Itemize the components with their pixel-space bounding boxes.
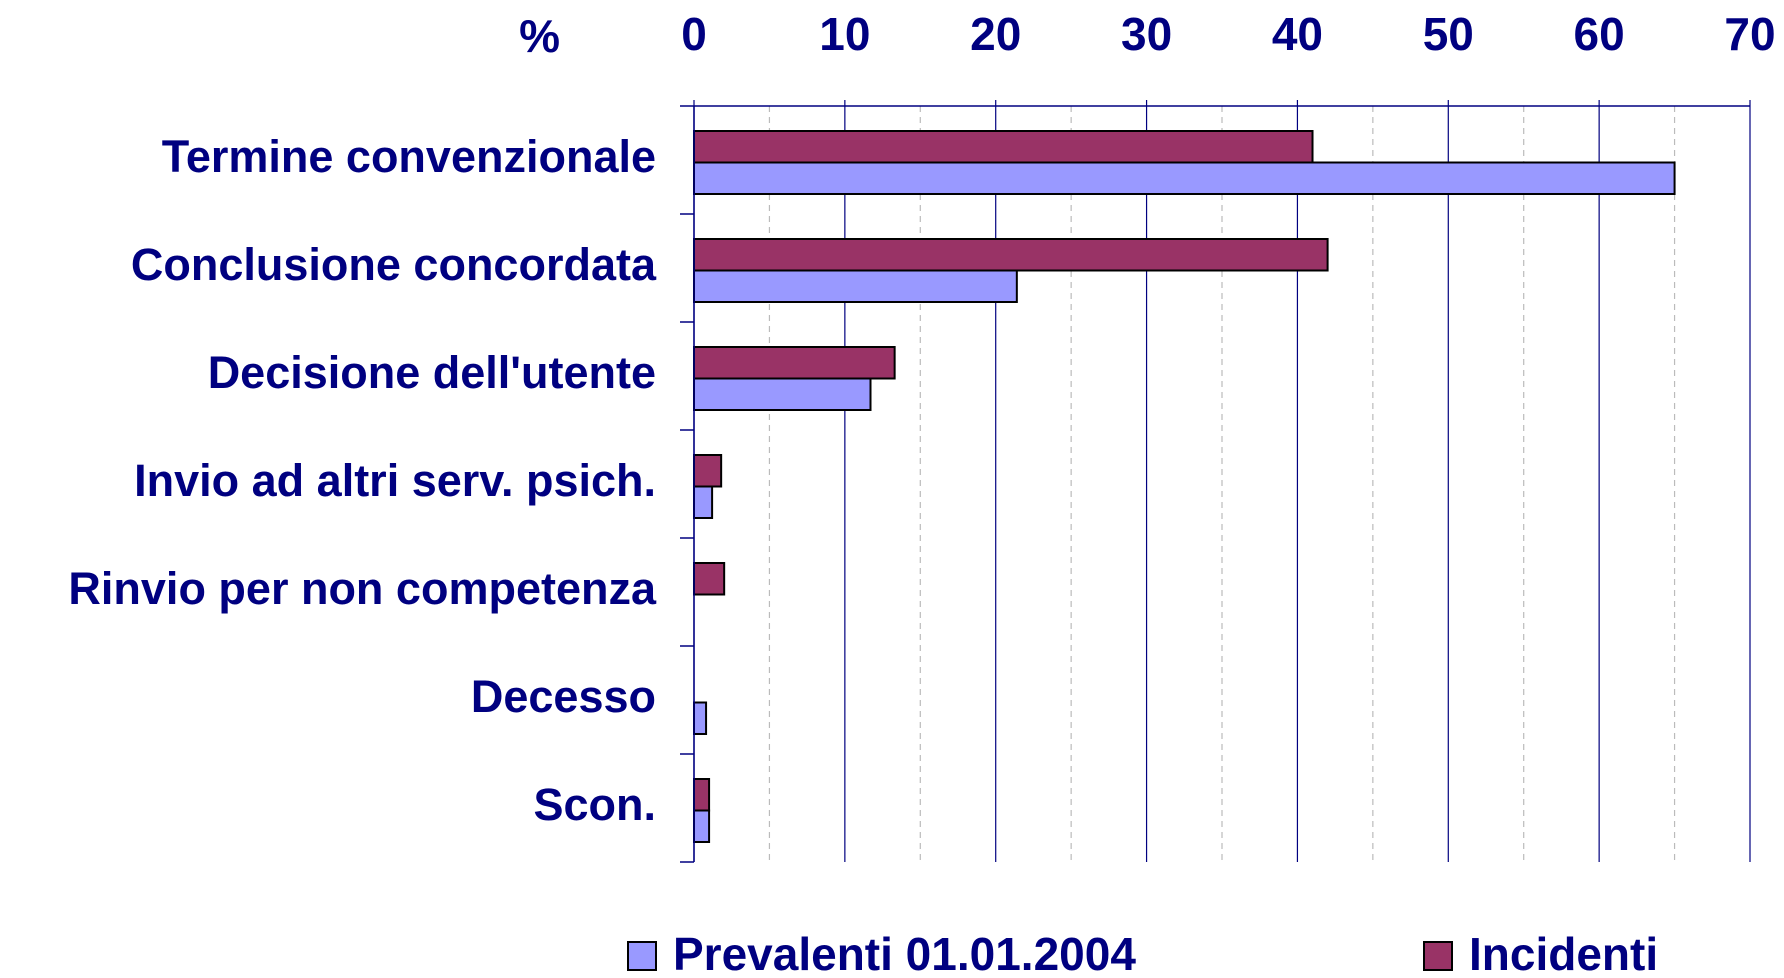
y-tick-label: Conclusione concordata	[131, 239, 657, 290]
legend-label: Prevalenti 01.01.2004	[673, 928, 1136, 978]
bar	[693, 778, 711, 812]
x-tick-label: 40	[1272, 8, 1323, 60]
y-tick-label: Invio ad altri serv. psich.	[134, 455, 656, 506]
bar	[693, 161, 1676, 195]
bar	[693, 809, 711, 843]
x-tick-label: 10	[819, 8, 870, 60]
x-tick-label: 70	[1724, 8, 1775, 60]
x-tick-label: 20	[970, 8, 1021, 60]
x-tick-label: 60	[1574, 8, 1625, 60]
x-tick-label: 30	[1121, 8, 1172, 60]
x-tick-label: 0	[681, 8, 707, 60]
legend-swatch	[627, 941, 657, 971]
bar	[693, 485, 714, 519]
y-tick-label: Decisione dell'utente	[208, 347, 656, 398]
x-tick-label: 50	[1423, 8, 1474, 60]
bar	[693, 377, 872, 411]
bar	[693, 238, 1329, 272]
bar	[693, 346, 896, 380]
legend-label: Incidenti	[1469, 928, 1658, 978]
y-tick-label: Termine convenzionale	[162, 131, 656, 182]
bar	[693, 454, 723, 488]
bar	[693, 562, 726, 596]
y-tick-label: Rinvio per non competenza	[68, 563, 657, 614]
legend-swatch	[1423, 941, 1453, 971]
y-tick-label: Scon.	[533, 779, 656, 830]
bar	[693, 701, 708, 735]
bar	[693, 130, 1314, 164]
bar	[693, 269, 1018, 303]
y-tick-label: Decesso	[471, 671, 656, 722]
x-axis-label: %	[519, 10, 560, 62]
